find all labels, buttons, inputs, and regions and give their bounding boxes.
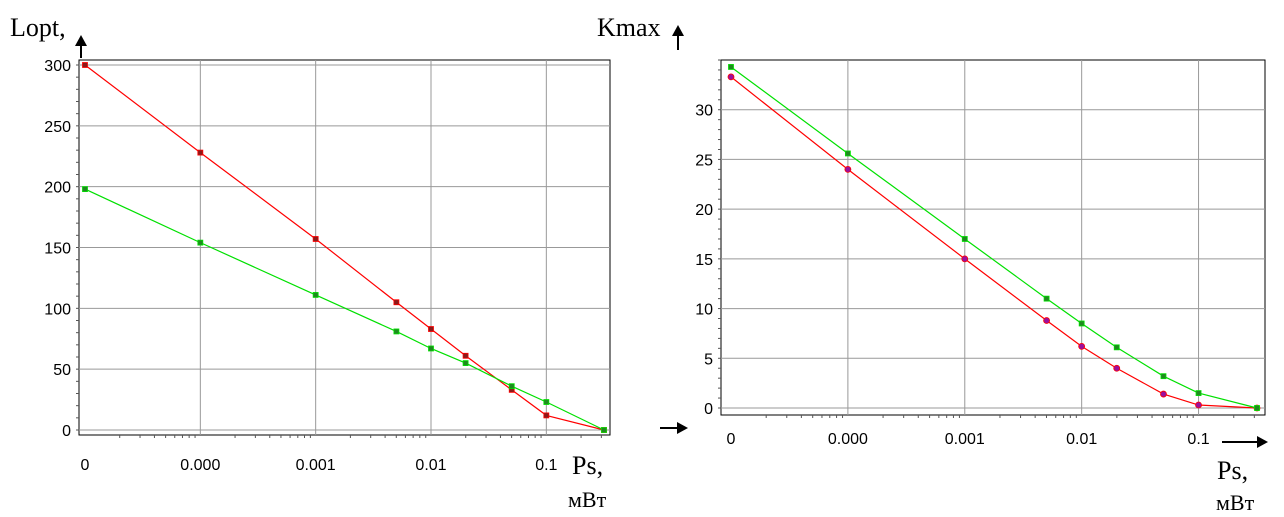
- left-series-2-point: [543, 399, 550, 405]
- right-series-2-point: [844, 150, 851, 157]
- left-y-tick-label: 250: [44, 119, 71, 136]
- right-x-tick-label: 0.001: [945, 431, 985, 448]
- left-series-1-point: [197, 149, 204, 156]
- right-x-axis-unit: мВт: [1216, 490, 1255, 515]
- right-series-2-point: [1254, 405, 1260, 411]
- left-y-tick-label: 300: [44, 58, 71, 75]
- right-y-tick-label: 20: [695, 202, 713, 219]
- left-series-1-point: [543, 412, 550, 419]
- left-y-tick-label: 200: [44, 180, 71, 197]
- right-x-arrow-head: [1257, 436, 1268, 448]
- right-series-2-point: [1160, 373, 1167, 380]
- right-x-tick-label: 0.000: [828, 431, 868, 448]
- left-series-2-point: [82, 186, 88, 193]
- right-series-2-point: [1195, 390, 1202, 396]
- right-series-1-point: [1113, 364, 1121, 372]
- left-series-2-point: [197, 239, 204, 246]
- left-series-2-point: [312, 292, 319, 298]
- right-series-2-point: [1113, 344, 1120, 351]
- right-plot-frame: [720, 59, 1266, 416]
- right-x-tick-label: 0.01: [1066, 431, 1097, 448]
- left-y-axis-label: Lopt,: [10, 13, 66, 42]
- right-series-2-point: [961, 236, 968, 242]
- right-series-1-point: [1043, 317, 1050, 324]
- right-y-tick-label: 5: [704, 351, 713, 368]
- left-chart: 0 50 100 150 200 250 300 0 0.000 0.001 0.01 0.1: [44, 35, 611, 474]
- right-y-tick-label: 30: [695, 103, 713, 120]
- left-series-1-point: [312, 236, 319, 242]
- right-y-axis-label: Kmax: [597, 13, 661, 42]
- right-y-tick-label: 15: [695, 252, 713, 269]
- left-y-tick-label: 100: [44, 301, 71, 318]
- right-series-1-point: [844, 165, 852, 173]
- right-y-tick-label: 25: [695, 152, 713, 169]
- right-series-1-point: [961, 255, 969, 263]
- left-x-tick-label: 0.000: [180, 457, 220, 474]
- left-series-2-point: [462, 360, 469, 366]
- left-x-tick-label: 0.01: [415, 457, 446, 474]
- right-series-2-point: [1043, 295, 1050, 302]
- left-y-tick-label: 50: [53, 362, 71, 379]
- right-x-tick-label: 0.1: [1187, 431, 1209, 448]
- left-y-tick-label: 150: [44, 241, 71, 258]
- left-x-tick-label: 0: [81, 457, 90, 474]
- left-series-2-point: [428, 345, 434, 352]
- right-x-axis-label: Ps,: [1217, 456, 1248, 485]
- left-series-2-point: [508, 383, 515, 390]
- right-series-2-point: [1078, 320, 1085, 327]
- right-origin-arrow-head: [677, 422, 688, 434]
- left-x-axis-label: Ps,: [572, 451, 603, 480]
- right-series-1-point: [1160, 390, 1167, 398]
- left-series-1-point: [428, 326, 434, 332]
- right-series-1-point: [727, 73, 735, 81]
- left-series-2-point: [393, 328, 400, 335]
- left-series-1-point: [393, 299, 400, 306]
- right-y-tick-label: 10: [695, 302, 713, 319]
- left-x-tick-label: 0.001: [296, 457, 336, 474]
- left-series-1-point: [462, 352, 469, 359]
- right-x-tick-label: 0: [727, 431, 736, 448]
- right-series-2-point: [728, 64, 734, 70]
- left-y-arrow-head: [75, 35, 87, 46]
- left-x-axis-unit: мВт: [568, 487, 607, 512]
- left-series-2-point: [601, 427, 607, 433]
- right-series-1-point: [1078, 342, 1086, 350]
- left-y-tick-label: 0: [62, 423, 71, 440]
- left-series-1-point: [82, 62, 88, 68]
- right-series-1-point: [1195, 401, 1202, 409]
- right-y-arrow-head: [672, 25, 684, 36]
- right-y-tick-label: 0: [704, 401, 713, 418]
- left-x-tick-label: 0.1: [535, 457, 557, 474]
- right-chart: 0 5 10 15 20 25 30 0 0.000 0.001 0.01 0.1: [660, 25, 1268, 448]
